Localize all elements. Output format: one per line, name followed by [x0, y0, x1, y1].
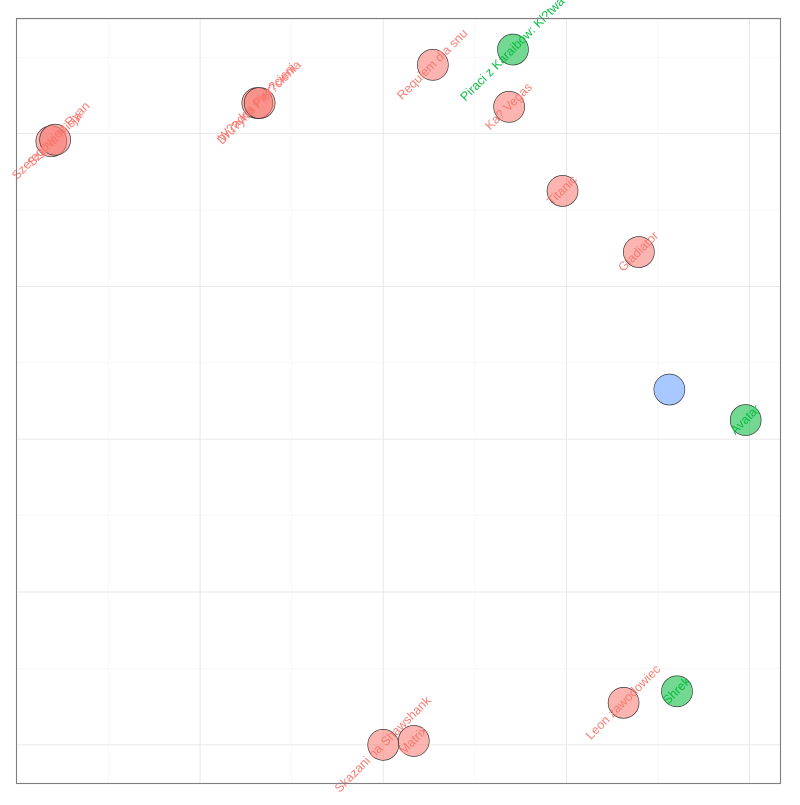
data-point: [623, 236, 655, 268]
data-point: [607, 686, 640, 719]
data-label: Sza?la Misja: [25, 109, 85, 169]
data-point: [493, 91, 525, 123]
data-point: [497, 33, 529, 66]
data-label: Requiem dla snu: [394, 26, 470, 102]
data-point: [661, 675, 693, 708]
data-point: [39, 123, 71, 156]
data-points: [35, 33, 762, 761]
data-label: Piraci z Karaibów: Kl?twa: [458, 0, 568, 104]
data-point: [729, 404, 762, 436]
data-point: [417, 49, 449, 81]
data-label: Ka? Vegas: [482, 80, 535, 133]
data-point: [397, 725, 430, 757]
data-point: [546, 175, 579, 207]
data-label: Leon zawodowiec: [583, 662, 663, 742]
data-point: [243, 87, 276, 119]
data-point: [653, 373, 686, 406]
plot-panel-border: [15, 17, 782, 785]
